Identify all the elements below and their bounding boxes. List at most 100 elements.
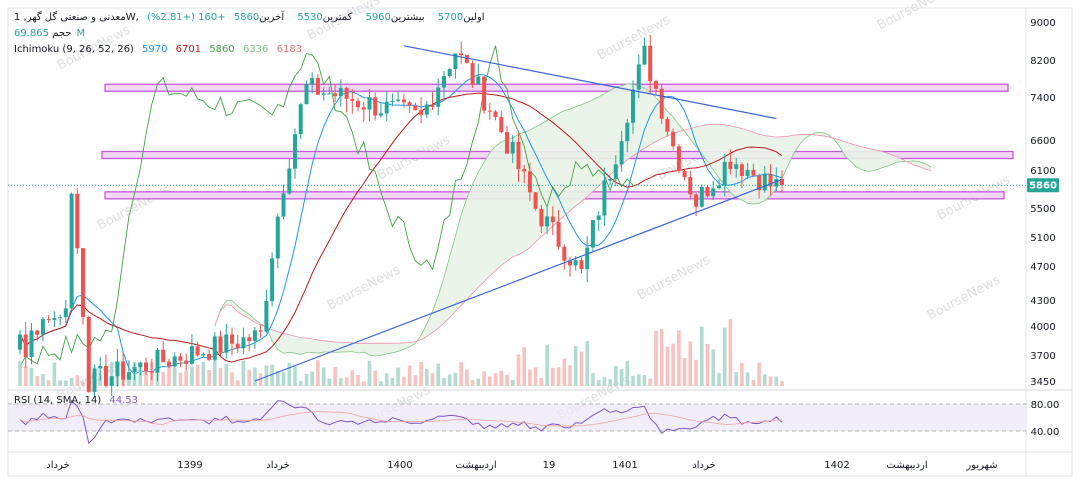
symbol-name[interactable]: معدنی و صنعتی گل گهر, 1W, [14, 12, 139, 23]
time-tick-label: 1401 [612, 460, 637, 471]
candle-body [189, 346, 194, 364]
volume-bar [46, 380, 51, 386]
volume-bar [763, 374, 767, 386]
ichimoku-cloud [214, 83, 932, 357]
price-tick-label: 6100 [1030, 166, 1055, 177]
volume-bar [533, 367, 538, 386]
candle-body [671, 131, 676, 147]
volume-bar [69, 377, 74, 386]
candle-body [121, 361, 126, 380]
volume-bar [436, 363, 440, 386]
volume-bar [58, 380, 62, 386]
price-tick-label: 4000 [1030, 322, 1055, 333]
volume-bar [310, 371, 314, 386]
volume-bar [705, 344, 710, 386]
symbol-legend: معدنی و صنعتی گل گهر, 1W, اولین5700 بیشت… [14, 12, 495, 23]
time-tick-label: خرداد [46, 460, 69, 471]
rsi-legend[interactable]: RSI (14, SMA, 14) 44.53 [14, 395, 143, 406]
volume-label: حجم [52, 28, 72, 39]
candle-body [487, 110, 492, 112]
volume-bar [384, 373, 389, 386]
volume-bar [18, 361, 22, 386]
candle-body [29, 330, 34, 357]
price-tick-label: 8200 [1030, 56, 1055, 67]
candle-body [464, 54, 469, 64]
volume-bar [425, 368, 429, 386]
volume-bar [264, 365, 269, 386]
volume-value: 69.865M [14, 28, 86, 39]
price-change: +160 (+2.81%) [147, 12, 226, 23]
volume-bar [167, 360, 171, 386]
watermark-text: BourseNews [325, 262, 403, 313]
candle-body [212, 336, 217, 360]
candle-body [350, 98, 355, 101]
price-tick-label: 7400 [1030, 93, 1055, 104]
volume-bar [579, 351, 584, 386]
candle-body [401, 99, 406, 103]
ichimoku-legend[interactable]: Ichimoku (9, 26, 52, 26) 5970 6701 5860 … [14, 44, 307, 55]
time-axis: خرداد 1399 خرداد 1400 اردیبهشت 19 1401 خرداد 140… [46, 460, 997, 471]
candle-body [568, 260, 572, 266]
volume-bar [201, 361, 206, 386]
volume-bar [631, 375, 635, 386]
volume-bar [270, 364, 274, 386]
candle-body [665, 118, 670, 132]
volume-bar [379, 381, 383, 386]
time-tick-label: خرداد [266, 460, 289, 471]
candle-body [264, 301, 269, 332]
volume-bar [218, 368, 223, 386]
candle-body [711, 188, 716, 197]
candle-body [304, 84, 309, 105]
volume-bar [344, 377, 349, 386]
volume-bar [327, 378, 332, 386]
volume-bar [619, 369, 624, 386]
volume-bar [367, 360, 372, 386]
watermark-text: BourseNews [875, 0, 953, 34]
candle-body [648, 45, 653, 82]
candle-body [447, 69, 452, 76]
candle-body [338, 87, 343, 97]
volume-bar [505, 374, 509, 386]
candle-body [18, 334, 22, 350]
candle-body [315, 78, 320, 95]
time-tick-label: شهریور [965, 460, 997, 471]
volume-bar [230, 372, 234, 386]
volume-bar [625, 360, 630, 386]
volume-bar [665, 346, 670, 386]
volume-bar [493, 373, 498, 386]
candle-body [63, 308, 68, 318]
ichimoku-spana-value: 6336 [242, 44, 269, 55]
candle-body [596, 215, 601, 220]
volume-bar [161, 371, 165, 386]
candle-body [207, 354, 212, 360]
volume-bar [717, 373, 721, 386]
candle-body [436, 87, 441, 107]
candle-body [676, 146, 681, 171]
volume-bar [195, 364, 200, 386]
candle-body [86, 316, 91, 392]
candle-body [768, 174, 773, 187]
volume-bar [751, 380, 756, 386]
volume-bar [253, 367, 257, 386]
candle-body [109, 376, 114, 386]
candle-body [23, 334, 28, 357]
candle-body [659, 88, 664, 119]
candle-body [762, 174, 767, 191]
time-tick-label: 1399 [177, 460, 202, 471]
watermark-text: BourseNews [595, 12, 673, 63]
volume-bar [510, 379, 515, 386]
volume-bar [539, 378, 544, 386]
volume-bar [258, 373, 263, 386]
candle-body [155, 349, 160, 373]
volume-bar [608, 379, 612, 386]
leading-span-b [214, 123, 932, 344]
candle-body [545, 216, 550, 227]
volume-bars [18, 319, 784, 386]
candle-body [613, 164, 618, 179]
candle-body [178, 356, 183, 361]
time-tick-label: خرداد [692, 460, 715, 471]
volume-bar [333, 367, 337, 386]
candle-body [396, 99, 401, 101]
volume-bar [413, 375, 418, 386]
